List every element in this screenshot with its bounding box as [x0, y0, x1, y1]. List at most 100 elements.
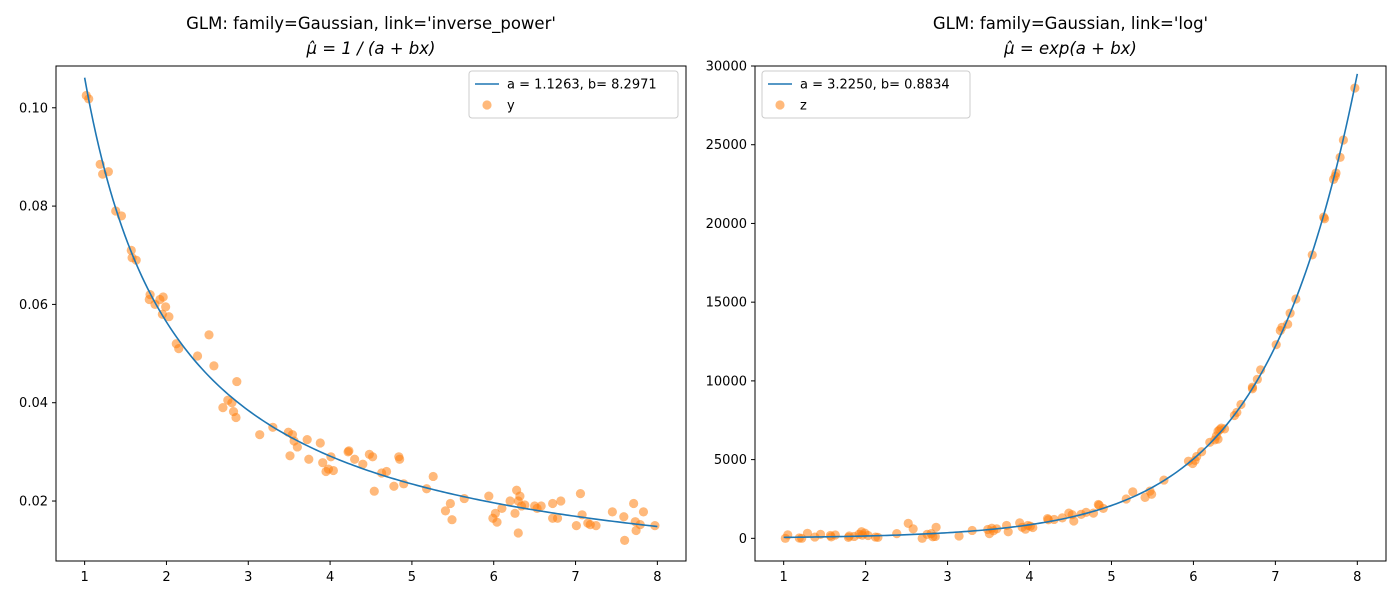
data-point [575, 489, 586, 499]
legend: a = 1.1263, b= 8.2971 y [468, 70, 679, 119]
x-tick-label: 5 [408, 570, 416, 585]
data-point [1003, 527, 1013, 537]
scatter-series [81, 90, 660, 545]
data-point [350, 454, 360, 464]
data-point [873, 532, 883, 542]
data-point [1147, 489, 1157, 499]
legend-label-fit: a = 1.1263, b= 8.2971 [507, 78, 657, 93]
x-tick-label: 7 [1271, 570, 1279, 585]
data-point [908, 524, 918, 534]
data-point [1128, 487, 1138, 497]
x-tick-label: 3 [943, 570, 951, 585]
y-tick-label: 5000 [714, 453, 747, 468]
data-point [490, 508, 500, 518]
data-point [571, 521, 581, 531]
data-point [231, 412, 241, 423]
data-point [358, 459, 368, 469]
legend-label-fit: a = 3.2250, b= 0.8834 [800, 78, 950, 93]
data-point [232, 376, 242, 387]
data-point [204, 330, 214, 340]
data-point [510, 508, 520, 518]
data-point [381, 466, 392, 477]
y-tick-label: 0.04 [19, 396, 48, 411]
data-point [389, 481, 399, 491]
data-point [513, 528, 523, 538]
legend-point-marker [775, 100, 785, 110]
x-tick-label: 3 [244, 570, 252, 585]
data-point [931, 522, 941, 532]
data-point [497, 503, 507, 514]
y-tick-label: 30000 [706, 60, 747, 75]
data-point [1283, 319, 1293, 329]
data-point [830, 530, 840, 540]
data-point [445, 498, 455, 509]
data-point [1256, 365, 1266, 375]
y-tick-label: 10000 [706, 374, 747, 389]
data-point [505, 496, 515, 506]
data-point [619, 512, 629, 522]
data-point [315, 438, 325, 448]
data-point [428, 471, 438, 482]
y-tick-label: 20000 [706, 217, 747, 232]
data-point [292, 442, 302, 452]
y-tick-label: 15000 [706, 296, 747, 311]
data-point [255, 430, 265, 440]
legend: a = 3.2250, b= 0.8834 z [761, 70, 971, 119]
legend-label-data: y [507, 99, 515, 114]
chart-panel-1: GLM: family=Gaussian, link='inverse_powe… [19, 14, 687, 585]
fit-line [783, 73, 1359, 539]
chart-title: GLM: family=Gaussian, link='inverse_powe… [186, 14, 556, 34]
x-tick-label: 6 [1189, 570, 1197, 585]
scatter-series [780, 83, 1360, 543]
data-point [447, 515, 457, 525]
axes-frame [754, 65, 1387, 562]
x-tick-label: 5 [1107, 570, 1115, 585]
y-tick-label: 0 [739, 532, 747, 547]
data-point [328, 465, 338, 476]
data-point [484, 491, 494, 501]
data-point [556, 496, 566, 506]
legend-box [761, 70, 971, 119]
data-point [802, 528, 813, 538]
x-tick-label: 2 [162, 570, 170, 585]
y-tick-label: 0.02 [19, 495, 48, 510]
data-point [304, 454, 314, 464]
x-tick-label: 4 [1025, 570, 1033, 585]
data-point [369, 486, 379, 496]
legend-box [468, 70, 679, 119]
x-tick-label: 8 [653, 570, 661, 585]
data-point [174, 344, 184, 354]
chart-title: GLM: family=Gaussian, link='log' [933, 14, 1208, 33]
x-tick-label: 2 [861, 570, 869, 585]
data-point [1069, 516, 1079, 526]
chart-subtitle: μ̂ = exp(a + bx) [1003, 39, 1137, 58]
chart-subtitle: μ̂ = 1 / (a + bx) [306, 39, 436, 58]
data-point [892, 529, 902, 539]
data-point [515, 491, 525, 501]
data-point [492, 517, 502, 527]
data-point [638, 507, 649, 517]
data-point [440, 506, 451, 516]
x-tick-label: 1 [80, 570, 88, 585]
data-point [607, 507, 617, 517]
data-point [164, 312, 174, 322]
data-point [192, 351, 203, 361]
data-point [620, 535, 630, 545]
x-tick-label: 8 [1353, 570, 1361, 585]
y-tick-label: 0.08 [19, 200, 48, 215]
data-point [552, 513, 563, 523]
data-point [591, 521, 601, 531]
x-tick-label: 1 [780, 570, 788, 585]
data-point [954, 531, 964, 541]
data-point [422, 484, 432, 494]
fit-line [83, 77, 658, 528]
data-point [368, 452, 378, 462]
x-tick-label: 4 [326, 570, 334, 585]
data-point [285, 451, 295, 461]
data-point [629, 498, 639, 509]
x-tick-label: 6 [490, 570, 498, 585]
data-point [161, 302, 171, 312]
x-tick-label: 7 [571, 570, 579, 585]
